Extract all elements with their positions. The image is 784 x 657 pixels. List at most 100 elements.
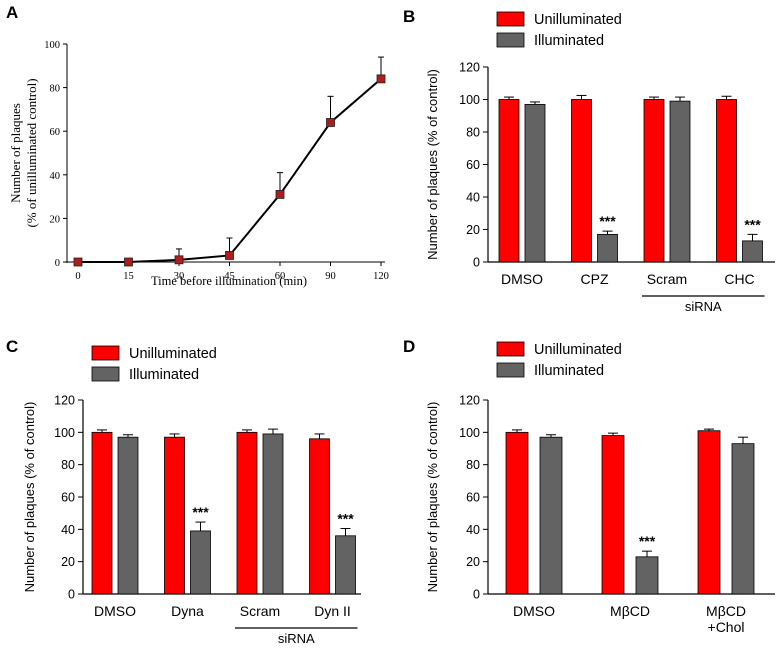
panel-d-category-label: MβCD [610, 603, 650, 619]
panel-a-x-tick-label: 30 [174, 271, 185, 282]
panel-d-y-tick-label: 60 [466, 491, 480, 505]
panel-b-bar-illuminated [524, 103, 546, 263]
panel-c-y-tick-label: 60 [61, 491, 75, 505]
panel-c-bar-illuminated [117, 436, 139, 595]
panel-a-x-tick-label: 120 [373, 271, 389, 282]
panel-d-bar-illuminated [539, 436, 563, 595]
panel-c-y-tick-label: 40 [61, 523, 75, 537]
panel-b-bar-unilluminated [498, 99, 520, 263]
panel-d-category-label: MβCD [706, 603, 746, 619]
panel-a-markers [73, 74, 386, 267]
panel-d-significance-label: *** [639, 533, 656, 549]
panel-c-y-tick-label: 120 [54, 394, 75, 408]
panel-b-bar-unilluminated [571, 99, 592, 263]
panel-b-y-tick-label: 120 [459, 61, 480, 75]
panel-a-data-point [73, 257, 83, 267]
panel-a-y-axis-label-line1: Number of plaques [8, 103, 23, 203]
panel-b-category-label: DMSO [501, 271, 543, 287]
panel-c-bar-unilluminated [236, 431, 258, 595]
panel-b-legend-label: Illuminated [534, 33, 604, 49]
panel-d-bar-illuminated [635, 556, 659, 595]
panel-b-y-tick-label: 40 [466, 191, 480, 205]
panel-a-x-tick-label: 15 [123, 271, 134, 282]
panel-a-data-point [326, 118, 335, 127]
panel-letter-a: A [6, 3, 18, 22]
panel-d-bar-chart: Unilluminated Illuminated 0 20 40 60 80 100 120 N… [425, 341, 775, 635]
panel-a-y-tick-label: 60 [50, 127, 61, 138]
panel-b-legend-label: Unilluminated [534, 12, 622, 28]
panel-c-y-axis-label: Number of plaques (% of control) [22, 402, 37, 593]
panel-a-series-line [78, 78, 382, 263]
panel-b-y-tick-label: 100 [459, 93, 480, 107]
panel-a-x-tick-label: 90 [325, 271, 336, 282]
panel-d-bar-unilluminated [697, 430, 721, 595]
panel-a-error-bars [176, 56, 384, 260]
panel-a-ticks: 0 20 40 60 80 100 0 15 30 45 60 90 120 [44, 40, 389, 282]
panel-d-y-tick-label: 40 [466, 523, 480, 537]
panel-b-y-axis-label: Number of plaques (% of control) [425, 69, 440, 260]
panel-d-y-tick-label: 120 [459, 394, 480, 408]
panel-b-category-label: CPZ [581, 271, 609, 287]
panel-letter-d: D [403, 337, 415, 356]
panel-a-data-point [376, 74, 386, 84]
panel-d-y-tick-label: 100 [459, 426, 480, 440]
panel-b-legend-swatch [496, 11, 525, 27]
panel-c-bar-unilluminated [91, 431, 113, 595]
panel-a-x-tick-label: 60 [275, 271, 286, 282]
panel-b-bracket-label: siRNA [685, 299, 722, 314]
panel-b-y-tick-label: 80 [466, 126, 480, 140]
panel-a-data-point [275, 190, 285, 199]
panel-c-legend-swatch [91, 345, 120, 361]
panel-b-bar-chart: Unilluminated Illuminated 0 20 40 60 80 100 120 N… [425, 11, 775, 314]
panel-letter-c: C [6, 337, 18, 356]
panel-a-line-chart: 0 20 40 60 80 100 0 15 30 45 60 90 120 Time before i… [8, 40, 389, 288]
panel-c-significance-label: *** [192, 504, 209, 520]
panel-c-bar-illuminated [190, 530, 211, 595]
panel-a-y-tick-label: 20 [50, 214, 61, 225]
panel-c-category-label: Dyn II [314, 603, 351, 619]
panel-d-legend-swatch [496, 341, 525, 357]
panel-b-y-tick-label: 0 [473, 256, 480, 270]
panel-b-y-tick-label: 60 [466, 158, 480, 172]
panel-d-y-tick-label: 80 [466, 458, 480, 472]
panel-d-category-label: DMSO [513, 603, 555, 619]
panel-b-category-label: Scram [647, 271, 687, 287]
panel-d-legend-label: Illuminated [534, 363, 604, 379]
panel-d-y-axis-label: Number of plaques (% of control) [425, 402, 440, 593]
panel-a-y-axis-label-line2: (% of unilluminated control) [24, 78, 39, 227]
panel-c-y-tick-label: 80 [61, 458, 75, 472]
panel-b-bar-illuminated [742, 240, 763, 263]
panel-c-y-tick-label: 20 [61, 555, 75, 569]
panel-c-legend-label: Unilluminated [129, 346, 217, 362]
panel-b-bar-unilluminated [716, 99, 737, 263]
panel-c-legend-label: Illuminated [129, 367, 199, 383]
panel-b-bar-illuminated [597, 233, 618, 263]
panel-b-category-label: CHC [724, 271, 754, 287]
panel-d-legend-swatch [496, 362, 525, 378]
panel-a-y-tick-label: 80 [50, 84, 61, 95]
panel-c-category-label: Scram [240, 603, 280, 619]
panel-d-y-tick-label: 20 [466, 555, 480, 569]
panel-d-legend-label: Unilluminated [534, 342, 622, 358]
panel-c-category-label: Dyna [171, 603, 204, 619]
panel-a-axes [66, 44, 385, 263]
panel-a-y-tick-label: 100 [44, 40, 60, 51]
panel-b-bar-unilluminated [643, 99, 665, 263]
panel-b-bar-illuminated [669, 100, 691, 263]
panel-d-bar-illuminated [731, 443, 755, 595]
panel-c-y-tick-label: 0 [68, 588, 75, 602]
panel-c-y-tick-label: 100 [54, 426, 75, 440]
panel-d-bar-unilluminated [505, 431, 529, 595]
panel-a-y-tick-label: 40 [50, 171, 61, 182]
panel-c-bar-illuminated [262, 433, 284, 595]
panel-a-y-tick-label: 0 [55, 258, 60, 269]
panel-d-category-label: +Chol [708, 619, 745, 635]
panel-letter-b: B [403, 7, 415, 26]
panel-b-legend-swatch [496, 32, 525, 48]
panel-a-data-point [124, 257, 133, 267]
panel-a-x-tick-label: 0 [75, 271, 80, 282]
panel-c-bar-chart: Unilluminated Illuminated 0 20 40 60 80 100 120 N… [22, 345, 361, 646]
panel-a-data-point [225, 251, 234, 260]
panel-c-legend-swatch [91, 366, 120, 382]
